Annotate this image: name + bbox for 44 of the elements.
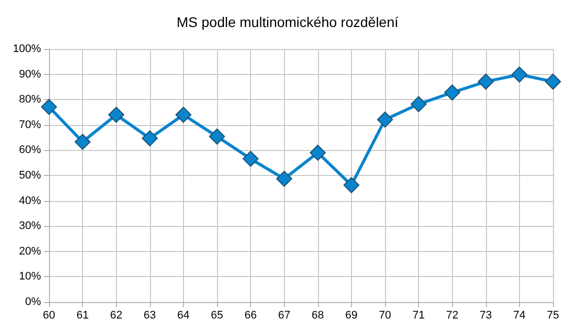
y-tick-label: 80% [18, 94, 42, 106]
point [377, 112, 393, 128]
x-tick-label: 65 [210, 310, 224, 322]
y-tick-label: 40% [18, 194, 42, 207]
point [242, 150, 259, 167]
y-tick-label: 90% [18, 68, 42, 80]
y-tick-label: 30% [18, 220, 42, 232]
point [478, 74, 494, 90]
point [41, 98, 57, 115]
point [276, 170, 292, 187]
x-tick-label: 75 [546, 310, 560, 322]
point [343, 177, 360, 194]
x-tick-label: 71 [412, 310, 425, 322]
x-tick-label: 67 [278, 310, 290, 322]
x-tick-label: 62 [110, 310, 122, 322]
point [545, 74, 561, 90]
point [175, 106, 192, 123]
y-tick-label: 60% [18, 144, 42, 156]
x-tick-label: 73 [480, 310, 492, 322]
x-tick-label: 61 [76, 310, 89, 322]
y-tick-label: 10% [18, 270, 42, 283]
chart-title: MS podle multinomického rozdělení [176, 14, 398, 30]
x-tick-label: 68 [312, 310, 324, 322]
y-tick-label: 0% [25, 296, 42, 308]
x-tick-label: 69 [345, 310, 358, 322]
point [444, 84, 460, 101]
y-tick-label: 20% [18, 245, 42, 258]
x-tick-label: 70 [378, 310, 392, 322]
x-tick-label: 74 [513, 310, 526, 322]
point [74, 134, 91, 150]
point [310, 144, 326, 161]
point [511, 66, 528, 83]
y-tick-label: 70% [18, 118, 42, 131]
y-tick-label: 50% [18, 170, 42, 182]
y-tick-label: 100% [12, 43, 42, 55]
x-tick-label: 66 [244, 310, 257, 322]
x-tick-label: 64 [177, 310, 190, 322]
point [410, 96, 427, 112]
point [108, 106, 124, 123]
point [142, 130, 158, 146]
x-tick-label: 72 [446, 310, 458, 322]
x-tick-label: 63 [144, 310, 156, 322]
x-tick-label: 60 [42, 310, 56, 322]
point [209, 128, 225, 145]
